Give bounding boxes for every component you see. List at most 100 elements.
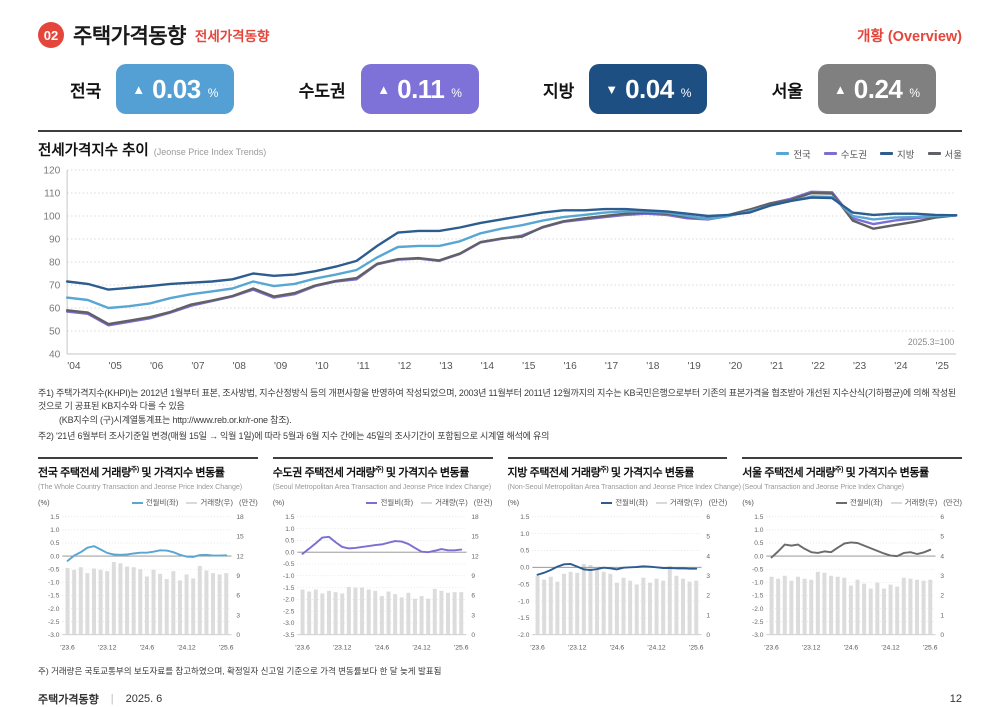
legend-item-bar: 거래량(우) <box>890 497 938 508</box>
svg-text:-2.5: -2.5 <box>283 609 295 616</box>
jeonse-index-section: 전세가격지수 추이 (Jeonse Price Index Trends) 전국… <box>38 130 962 382</box>
panel-non-metropolitan: 지방 주택전세 거래량주) 및 가격지수 변동률 (Non-Seoul Metr… <box>507 457 741 657</box>
legend-label: 거래량(우) <box>435 498 468 508</box>
svg-text:1.5: 1.5 <box>285 514 295 521</box>
left-axis-unit: (%) <box>507 498 520 508</box>
panel-title-sup: 주) <box>600 466 609 474</box>
summary-badge-national: 전국 ▲ 0.03 % <box>70 64 235 114</box>
svg-text:'25.6: '25.6 <box>454 645 469 652</box>
svg-text:0.5: 0.5 <box>50 540 60 547</box>
up-arrow-icon: ▲ <box>833 81 847 97</box>
svg-text:-3.5: -3.5 <box>283 632 295 639</box>
legend-label: 거래량(우) <box>904 498 938 508</box>
page-footer: 주택가격동향 | 2025. 6 12 <box>38 691 962 707</box>
svg-text:'24.12: '24.12 <box>647 645 666 652</box>
svg-text:'24: '24 <box>894 360 908 371</box>
left-axis-unit: (%) <box>38 498 50 508</box>
region-label: 지방 <box>543 81 575 101</box>
up-arrow-icon: ▲ <box>132 81 146 97</box>
legend-swatch <box>421 501 433 504</box>
svg-text:0: 0 <box>941 632 945 639</box>
page-title: 주택가격동향 <box>73 25 186 48</box>
legend-label: 서울 <box>944 149 962 161</box>
percent-sign: % <box>909 86 921 100</box>
overview-label: 개황 (Overview) <box>857 28 962 45</box>
svg-text:-3.0: -3.0 <box>283 620 295 627</box>
panel-national: 전국 주택전세 거래량주) 및 가격지수 변동률 (The Whole Coun… <box>38 457 258 657</box>
svg-text:-2.0: -2.0 <box>752 606 764 613</box>
page-subtitle: 전세가격동향 <box>194 29 270 44</box>
panel-title-main: 전국 주택전세 거래량 <box>38 467 131 480</box>
up-arrow-icon: ▲ <box>377 81 391 97</box>
panel-title-main: 서울 주택전세 거래량 <box>742 467 836 480</box>
section-number-badge: 02 <box>38 22 64 48</box>
svg-text:6: 6 <box>941 514 945 521</box>
legend-swatch <box>927 152 941 155</box>
svg-text:-0.5: -0.5 <box>283 561 295 568</box>
summary-badge-non-metropolitan: 지방 ▼ 0.04 % <box>543 64 708 114</box>
svg-text:-2.0: -2.0 <box>518 632 530 639</box>
legend-label: 지방 <box>897 149 915 161</box>
region-label: 전국 <box>70 81 102 101</box>
svg-text:'23.12: '23.12 <box>98 645 117 652</box>
panel-subtitle: (Seoul Transaction and Jeonse Price Inde… <box>742 482 904 492</box>
svg-text:'11: '11 <box>357 360 370 371</box>
svg-text:3: 3 <box>471 613 475 620</box>
svg-text:1.0: 1.0 <box>50 527 60 534</box>
legend-label: 전월비(좌) <box>849 498 883 508</box>
svg-text:'24.12: '24.12 <box>882 645 901 652</box>
svg-text:0.0: 0.0 <box>520 565 530 572</box>
svg-text:'14: '14 <box>481 360 495 371</box>
legend-label: 수도권 <box>840 149 868 161</box>
svg-text:6: 6 <box>471 593 475 600</box>
summary-badge-metropolitan: 수도권 ▲ 0.11 % <box>299 64 479 114</box>
legend-item-line: 전월비(좌) <box>835 497 883 508</box>
panel-legend-items: 전월비(좌) 거래량(우) <box>601 497 702 508</box>
svg-text:'17: '17 <box>605 360 619 371</box>
svg-text:50: 50 <box>49 326 61 337</box>
svg-text:120: 120 <box>43 165 60 176</box>
legend-item-line: 전월비(좌) <box>366 497 413 508</box>
panel-title-tail: 및 가격지수 변동률 <box>608 467 695 480</box>
svg-text:'24.6: '24.6 <box>140 645 155 652</box>
change-badge: ▲ 0.11 % <box>360 64 479 114</box>
svg-text:'19: '19 <box>688 360 702 371</box>
percent-sign: % <box>207 86 219 100</box>
footnote-2: 주2) '21년 6월부터 조사기준일 변경(매월 15일 → 익월 1일)에 … <box>38 431 550 442</box>
svg-text:'24.12: '24.12 <box>177 645 196 652</box>
svg-text:80: 80 <box>49 257 61 268</box>
svg-text:'24.6: '24.6 <box>374 645 389 652</box>
percent-sign: % <box>680 86 692 100</box>
footer-date: 2025. 6 <box>125 693 163 706</box>
panel-title-sup: 주) <box>375 466 384 474</box>
svg-text:-1.0: -1.0 <box>752 580 764 587</box>
svg-text:-1.5: -1.5 <box>48 593 60 600</box>
legend-label: 전월비(좌) <box>615 498 648 508</box>
legend-swatch <box>890 501 902 504</box>
svg-text:-2.5: -2.5 <box>752 619 764 626</box>
svg-text:15: 15 <box>236 534 244 541</box>
svg-text:'18: '18 <box>646 360 660 371</box>
panel-title: 지방 주택전세 거래량주) 및 가격지수 변동률 <box>508 464 728 480</box>
legend-label: 전월비(좌) <box>380 498 414 508</box>
svg-text:3: 3 <box>941 573 945 580</box>
svg-text:-1.5: -1.5 <box>518 615 530 622</box>
region-label: 수도권 <box>298 81 346 101</box>
legend-item-line: 전월비(좌) <box>601 497 648 508</box>
right-axis-unit: (만건) <box>473 498 493 508</box>
panel-legend-items: 전월비(좌) 거래량(우) <box>131 497 233 508</box>
svg-text:1: 1 <box>706 613 710 620</box>
svg-text:'23.12: '23.12 <box>568 645 587 652</box>
svg-text:'24.12: '24.12 <box>412 645 431 652</box>
panel-chart-national: 1.5 1.0 0.5 0.0 -0.5 -1.0 -1.5 -2.0 -2.5 -3.0 18 15… <box>48 514 244 652</box>
left-axis-unit: (%) <box>742 498 754 508</box>
legend-label: 전월비(좌) <box>145 498 179 508</box>
legend-swatch <box>366 501 378 504</box>
svg-text:3: 3 <box>236 613 240 620</box>
panels-footnote: 주) 거래량은 국토교통부의 보도자료를 참고하였으며, 확정일자 신고일 기준… <box>38 666 442 677</box>
svg-text:4: 4 <box>941 554 945 561</box>
panel-title: 수도권 주택전세 거래량주) 및 가격지수 변동률 <box>273 464 493 480</box>
svg-text:'06: '06 <box>150 360 164 371</box>
legend-item-metropolitan: 수도권 <box>823 147 868 161</box>
svg-text:0.0: 0.0 <box>285 550 295 557</box>
